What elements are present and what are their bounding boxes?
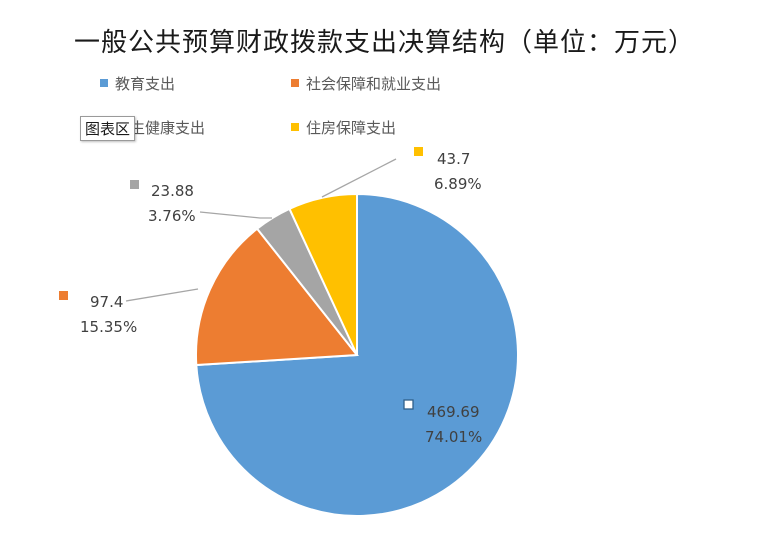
data-label-key-icon [414,147,423,156]
data-label-key-icon [403,399,414,410]
data-label-key-icon [130,180,139,189]
pie-slice-housing[interactable] [288,192,358,356]
data-label-percent-social-security: 15.35% [80,318,137,336]
data-label-value-health: 23.88 [151,182,194,200]
data-label-percent-health: 3.76% [148,207,196,225]
leader-line-health [199,211,272,219]
data-label-value-education: 469.69 [427,403,480,421]
legend-label: 住房保障支出 [306,119,397,137]
legend-item-housing[interactable]: 住房保障支出 [291,117,396,138]
data-label-percent-housing: 6.89% [434,175,482,193]
leader-line-social-security [125,288,199,302]
data-label-key-icon [59,291,68,300]
legend-label: 社会保障和就业支出 [306,75,442,93]
data-label-value-housing: 43.7 [437,150,470,168]
pie-slice-social-security[interactable] [194,227,359,367]
leader-line-housing [321,158,397,198]
legend-label: 教育支出 [115,75,176,93]
legend-swatch-icon [100,78,108,87]
legend-item-education[interactable]: 教育支出 [100,73,175,94]
data-label-value-social-security: 97.4 [90,293,123,311]
chart-title: 一般公共预算财政拨款支出决算结构（单位：万元） [73,28,695,58]
legend-swatch-icon [291,122,299,131]
legend-label: 卫生健康支出 [115,119,206,137]
legend-item-social-security[interactable]: 社会保障和就业支出 [291,73,441,94]
data-label-percent-education: 74.01% [425,428,482,446]
legend-swatch-icon [291,78,299,87]
chart-area-tooltip: 图表区 [80,116,136,141]
